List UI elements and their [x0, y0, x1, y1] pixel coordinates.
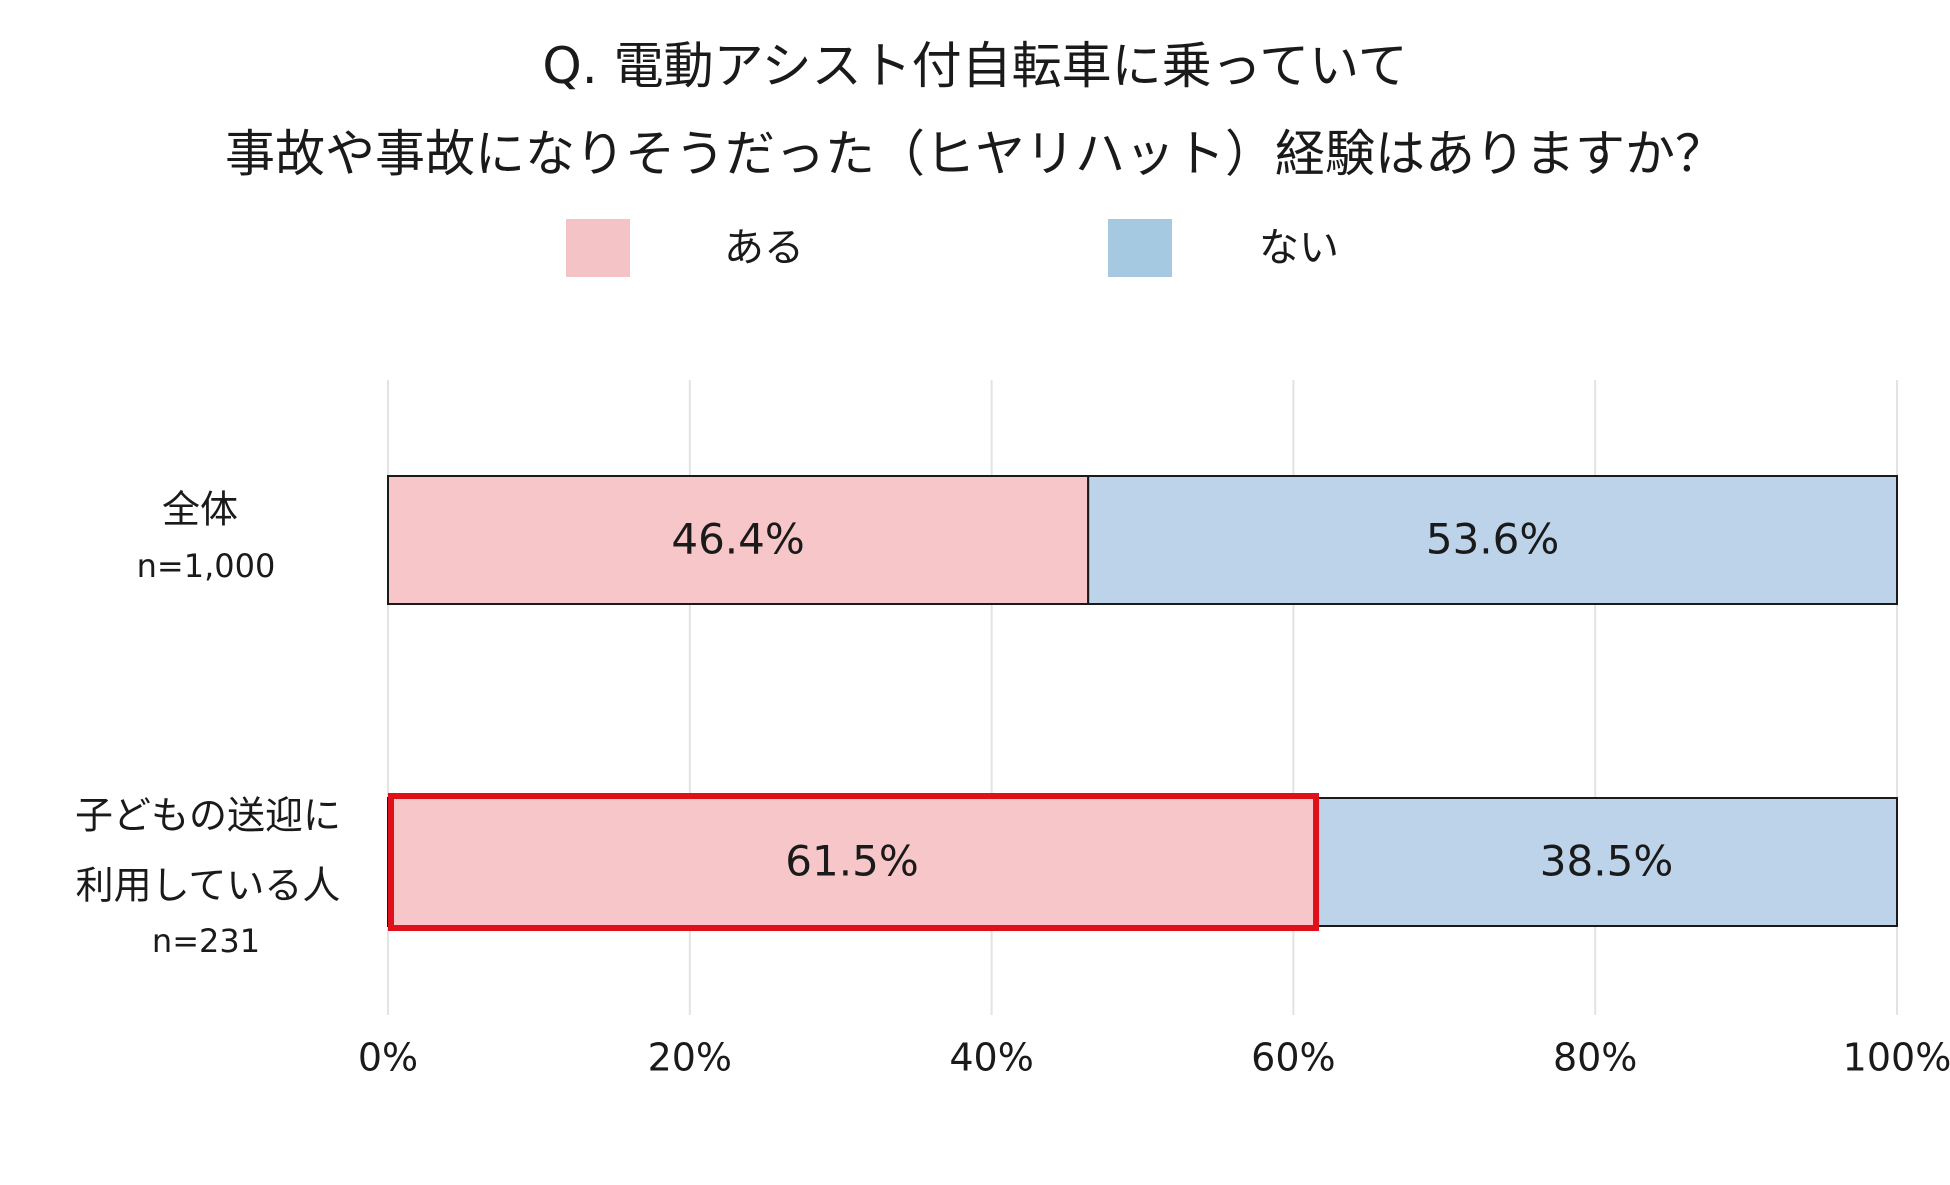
- category-label-1: 子どもの送迎に: [75, 794, 341, 838]
- category-sublabel-0: n=1,000: [137, 547, 276, 585]
- x-tick-label-4: 80%: [1553, 1036, 1637, 1080]
- highlight-box: [388, 793, 1320, 931]
- legend-swatch-nai: [1108, 219, 1172, 277]
- chart-subtitle: 事故や事故になりそうだった（ヒヤリハット）経験はありますか？: [225, 125, 1725, 183]
- category-label-0: 全体: [162, 488, 238, 532]
- x-tick-label-0: 0%: [358, 1036, 418, 1080]
- x-tick-label-1: 20%: [648, 1036, 732, 1080]
- data-label-1-0: 61.5%: [785, 837, 918, 886]
- legend-swatch-aru: [566, 219, 630, 277]
- legend-label-aru: ある: [724, 225, 804, 271]
- x-tick-label-5: 100%: [1843, 1036, 1950, 1080]
- bar-0-0: [387, 475, 1090, 605]
- x-tick-label-2: 40%: [949, 1036, 1033, 1080]
- x-tick-label-3: 60%: [1251, 1036, 1335, 1080]
- legend-label-nai: ない: [1259, 225, 1339, 271]
- data-label-0-0: 46.4%: [671, 515, 804, 564]
- bar-1-1: [1315, 797, 1899, 927]
- category-sublabel-1: n=231: [152, 922, 260, 960]
- category-label-1-line2: 利用している人: [76, 864, 341, 908]
- chart-title: Q. 電動アシスト付自転車に乗っていて: [542, 37, 1408, 95]
- data-label-0-1: 53.6%: [1426, 515, 1559, 564]
- data-label-1-1: 38.5%: [1540, 837, 1673, 886]
- bar-0-1: [1087, 475, 1898, 605]
